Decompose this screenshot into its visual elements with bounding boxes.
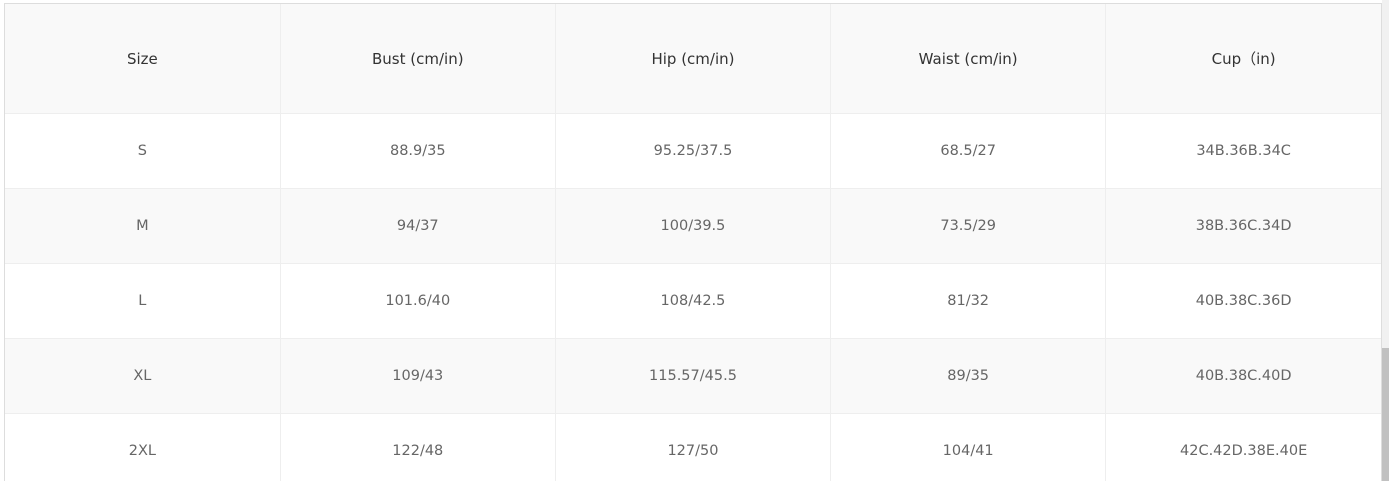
table-row: S 88.9/35 95.25/37.5 68.5/27 34B.36B.34C [5, 113, 1381, 189]
table-row: L 101.6/40 108/42.5 81/32 40B.38C.36D [5, 263, 1381, 339]
cell-cup: 40B.38C.36D [1105, 263, 1381, 339]
cell-waist: 89/35 [830, 338, 1107, 414]
cell-hip: 127/50 [555, 413, 832, 481]
cell-hip: 108/42.5 [555, 263, 832, 339]
scrollbar[interactable] [1382, 0, 1389, 481]
table-row: 2XL 122/48 127/50 104/41 42C.42D.38E.40E [5, 413, 1381, 481]
cell-waist: 81/32 [830, 263, 1107, 339]
cell-bust: 109/43 [280, 338, 556, 414]
size-chart-table: Size Bust (cm/in) Hip (cm/in) Waist (cm/… [5, 4, 1381, 481]
cell-waist: 68.5/27 [830, 113, 1107, 189]
cell-hip: 115.57/45.5 [555, 338, 832, 414]
header-cup: Cup（in) [1105, 4, 1381, 114]
cell-bust: 101.6/40 [280, 263, 556, 339]
cell-hip: 100/39.5 [555, 188, 832, 264]
cell-waist: 104/41 [830, 413, 1107, 481]
header-row: Size Bust (cm/in) Hip (cm/in) Waist (cm/… [5, 4, 1381, 114]
cell-hip: 95.25/37.5 [555, 113, 832, 189]
header-bust: Bust (cm/in) [280, 4, 556, 114]
cell-cup: 42C.42D.38E.40E [1105, 413, 1381, 481]
cell-size: L [5, 263, 281, 339]
cell-cup: 34B.36B.34C [1105, 113, 1381, 189]
cell-cup: 38B.36C.34D [1105, 188, 1381, 264]
cell-size: S [5, 113, 281, 189]
scrollbar-thumb[interactable] [1382, 348, 1389, 481]
size-chart-table-container: Size Bust (cm/in) Hip (cm/in) Waist (cm/… [4, 3, 1382, 481]
cell-waist: 73.5/29 [830, 188, 1107, 264]
cell-size: XL [5, 338, 281, 414]
cell-cup: 40B.38C.40D [1105, 338, 1381, 414]
cell-bust: 88.9/35 [280, 113, 556, 189]
table-row: XL 109/43 115.57/45.5 89/35 40B.38C.40D [5, 338, 1381, 414]
header-size: Size [5, 4, 281, 114]
header-hip: Hip (cm/in) [555, 4, 832, 114]
cell-bust: 94/37 [280, 188, 556, 264]
cell-size: M [5, 188, 281, 264]
table-row: M 94/37 100/39.5 73.5/29 38B.36C.34D [5, 188, 1381, 264]
header-waist: Waist (cm/in) [830, 4, 1107, 114]
cell-bust: 122/48 [280, 413, 556, 481]
cell-size: 2XL [5, 413, 281, 481]
